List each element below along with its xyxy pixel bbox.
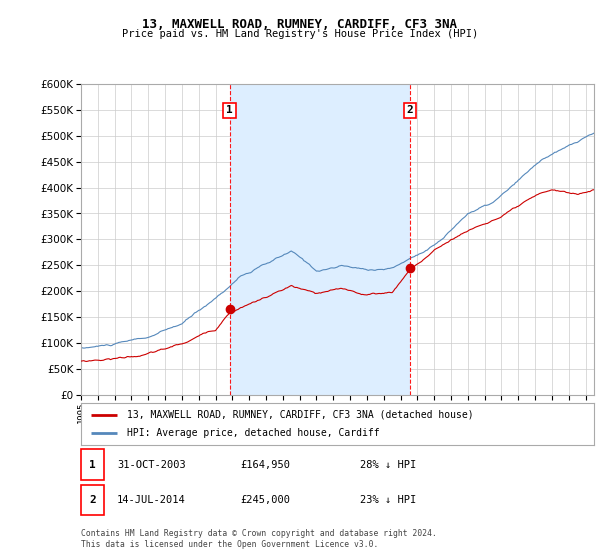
Text: £164,950: £164,950	[240, 460, 290, 469]
Text: 1: 1	[89, 460, 96, 469]
Text: 1: 1	[226, 105, 233, 115]
Text: Contains HM Land Registry data © Crown copyright and database right 2024.
This d: Contains HM Land Registry data © Crown c…	[81, 529, 437, 549]
Text: Price paid vs. HM Land Registry's House Price Index (HPI): Price paid vs. HM Land Registry's House …	[122, 29, 478, 39]
Text: 2: 2	[406, 105, 413, 115]
Text: 13, MAXWELL ROAD, RUMNEY, CARDIFF, CF3 3NA (detached house): 13, MAXWELL ROAD, RUMNEY, CARDIFF, CF3 3…	[127, 410, 474, 420]
Text: HPI: Average price, detached house, Cardiff: HPI: Average price, detached house, Card…	[127, 428, 380, 438]
Text: 13, MAXWELL ROAD, RUMNEY, CARDIFF, CF3 3NA: 13, MAXWELL ROAD, RUMNEY, CARDIFF, CF3 3…	[143, 18, 458, 31]
Text: 2: 2	[89, 495, 96, 505]
Text: 23% ↓ HPI: 23% ↓ HPI	[360, 495, 416, 505]
Bar	[230, 84, 410, 395]
Text: £245,000: £245,000	[240, 495, 290, 505]
Text: 14-JUL-2014: 14-JUL-2014	[117, 495, 186, 505]
Text: 31-OCT-2003: 31-OCT-2003	[117, 460, 186, 469]
Text: 28% ↓ HPI: 28% ↓ HPI	[360, 460, 416, 469]
